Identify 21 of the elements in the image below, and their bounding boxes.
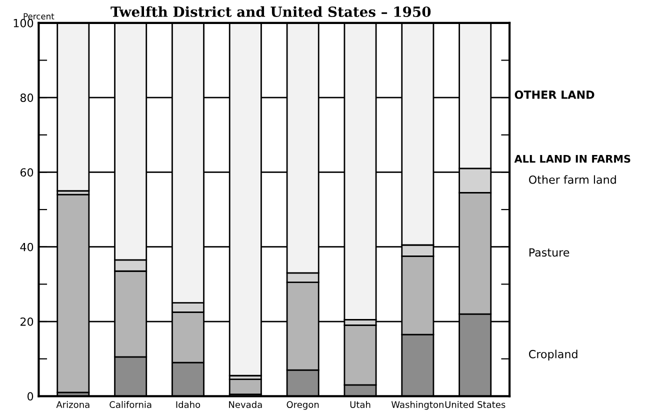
x-tick-label: Arizona [56,401,90,408]
x-tick-label: Utah [350,401,370,408]
legend-label: OTHER LAND [514,90,594,99]
y-tick-label: 60 [20,168,34,177]
legend-label: Other farm land [529,175,616,184]
y-tick-label: 100 [14,18,34,28]
y-tick-label: 80 [20,94,34,102]
y-tick-label: 0 [28,392,34,401]
x-tick-label: United States [445,401,506,408]
legend-label: Pasture [529,248,570,257]
x-tick-label: Idaho [176,401,200,408]
y-tick-label: 40 [20,242,34,252]
legend-label: Cropland [529,350,578,360]
x-tick-label: California [110,401,152,408]
y-tick-label: 20 [20,317,34,326]
text: ALL LAND IN FARMS [514,154,630,163]
x-tick-label: Nevada [229,401,262,408]
y-axis-title: Percent [24,13,54,20]
x-tick-label: Oregon [286,401,319,410]
x-tick-label: Washington [391,401,444,410]
chart-title: Twelfth District and United States – 1950 [110,6,431,18]
